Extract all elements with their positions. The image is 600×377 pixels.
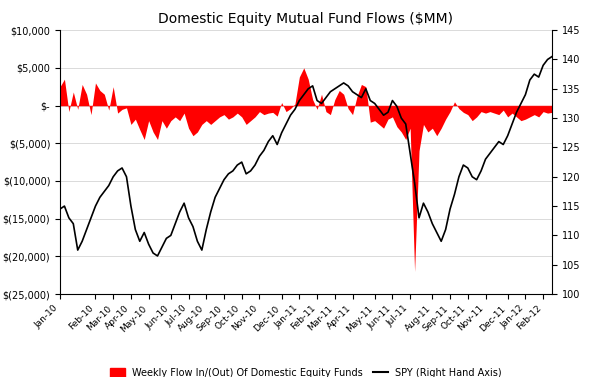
- Legend: Weekly Flow In/(Out) Of Domestic Equity Funds, SPY (Right Hand Axis): Weekly Flow In/(Out) Of Domestic Equity …: [106, 364, 506, 377]
- Title: Domestic Equity Mutual Fund Flows ($MM): Domestic Equity Mutual Fund Flows ($MM): [158, 12, 454, 26]
